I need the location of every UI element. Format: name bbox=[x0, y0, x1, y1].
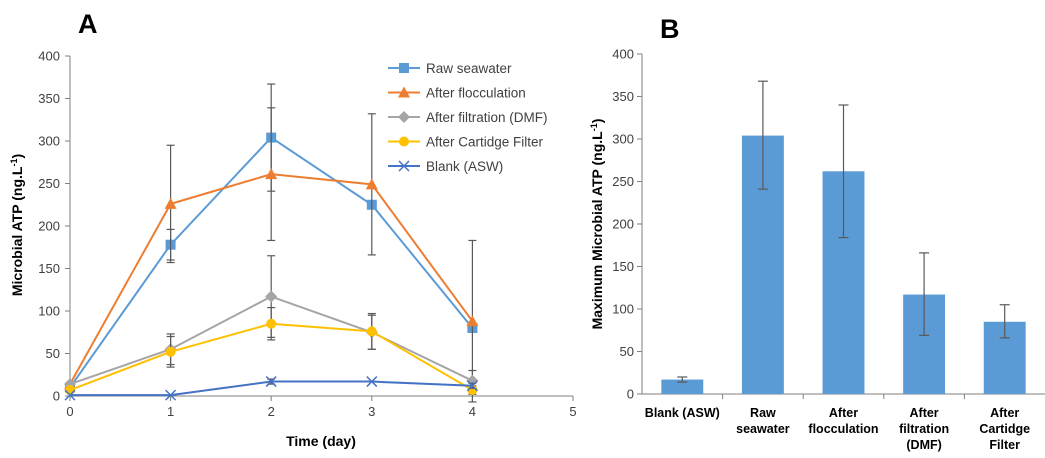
panel-b-category-labels: Blank (ASW) Raw seawater After flocculation A… bbox=[645, 406, 1030, 452]
panel-a-x-tick-label: 5 bbox=[569, 404, 576, 419]
panel-a-y-tick-label: 250 bbox=[38, 176, 60, 191]
panel-a-line-chart: A 0 50 100 150 200 250 300 350 400 0 1 2 3 4 5 Time (… bbox=[9, 9, 577, 449]
legend-label: After flocculation bbox=[426, 86, 526, 101]
data-point-blank-asw bbox=[165, 389, 177, 401]
panel-a-y-tick-label: 50 bbox=[46, 346, 60, 361]
data-point-blank-asw bbox=[265, 376, 277, 388]
panel-b-bar-chart: B 0 50 100 150 200 250 300 350 400 Blank (ASW) Ra… bbox=[589, 14, 1045, 452]
panel-a-y-tick-label: 300 bbox=[38, 134, 60, 149]
panel-a-y-tick-labels: 0 50 100 150 200 250 300 350 400 bbox=[38, 49, 60, 404]
category-label: After filtration (DMF) bbox=[899, 406, 949, 452]
category-label: After flocculation bbox=[808, 406, 878, 436]
legend-swatch-marker bbox=[399, 136, 409, 147]
panel-a-y-tick-label: 350 bbox=[38, 91, 60, 106]
data-point-blank-asw bbox=[466, 380, 478, 392]
legend-label: Raw seawater bbox=[426, 61, 512, 76]
data-point-after-filtration-dmf bbox=[265, 290, 278, 303]
category-label: After Cartidge Filter bbox=[979, 406, 1030, 452]
panel-a-x-tick-label: 2 bbox=[268, 404, 275, 419]
panel-a-x-tick-label: 3 bbox=[368, 404, 375, 419]
panel-a-x-tick-labels: 0 1 2 3 4 5 bbox=[66, 404, 576, 419]
data-point-blank-asw bbox=[64, 389, 76, 401]
panel-b-bars bbox=[661, 80, 1026, 394]
data-point-after-cartidge-filter bbox=[65, 385, 75, 396]
panel-a-y-tick-label: 200 bbox=[38, 219, 60, 234]
data-point-after-flocculation bbox=[164, 197, 177, 209]
panel-b-y-tick-label: 350 bbox=[612, 89, 634, 104]
data-point-after-cartidge-filter bbox=[165, 346, 176, 357]
panel-a-y-axis-title: Microbial ATP (ng.L-1) bbox=[9, 154, 25, 296]
panel-b-y-tick-label: 150 bbox=[612, 259, 634, 274]
bar bbox=[661, 379, 704, 394]
category-label: Blank (ASW) bbox=[645, 406, 720, 420]
category-label: Raw seawater bbox=[736, 406, 790, 436]
legend-entry-blank-asw: Blank (ASW) bbox=[388, 159, 503, 174]
legend-swatch-marker bbox=[398, 86, 410, 98]
panel-a-axes bbox=[65, 55, 574, 401]
panel-a-y-tick-label: 400 bbox=[38, 49, 60, 64]
legend-entry-after-cartidge-filter: After Cartidge Filter bbox=[388, 135, 544, 150]
legend-entry-after-flocculation: After flocculation bbox=[388, 86, 526, 101]
data-point-after-cartidge-filter bbox=[366, 326, 377, 337]
panel-b-y-tick-label: 200 bbox=[612, 217, 634, 232]
data-point-after-cartidge-filter bbox=[266, 318, 277, 329]
panel-a-x-axis-title: Time (day) bbox=[286, 433, 356, 449]
data-point-after-flocculation bbox=[466, 315, 479, 327]
data-point-after-flocculation bbox=[365, 178, 378, 190]
panel-b-y-axis-title: Maximum Microbial ATP (ng.L-1) bbox=[589, 119, 605, 330]
legend-swatch-marker bbox=[399, 63, 409, 73]
panel-b-y-tick-label: 100 bbox=[612, 302, 634, 317]
panel-a-y-tick-label: 100 bbox=[38, 304, 60, 319]
panel-a-x-tick-label: 0 bbox=[66, 404, 73, 419]
panel-a-legend: Raw seawater After flocculation After filt… bbox=[388, 61, 548, 174]
panel-b-y-tick-label: 400 bbox=[612, 47, 634, 62]
legend-entry-raw-seawater: Raw seawater bbox=[388, 61, 512, 76]
panel-a-y-tick-label: 150 bbox=[38, 261, 60, 276]
data-point-after-flocculation bbox=[265, 168, 278, 180]
panel-b-label: B bbox=[660, 14, 680, 44]
panel-b-y-tick-label: 50 bbox=[620, 344, 634, 359]
panel-a-label: A bbox=[78, 9, 98, 39]
legend-label: After filtration (DMF) bbox=[426, 110, 548, 125]
series-blank-asw bbox=[64, 376, 478, 401]
legend-label: Blank (ASW) bbox=[426, 159, 503, 174]
panel-b-y-tick-label: 300 bbox=[612, 132, 634, 147]
panel-b-y-tick-labels: 0 50 100 150 200 250 300 350 400 bbox=[612, 47, 634, 402]
panel-a-x-tick-label: 1 bbox=[167, 404, 174, 419]
data-point-blank-asw bbox=[366, 376, 378, 388]
legend-label: After Cartidge Filter bbox=[426, 135, 544, 150]
legend-swatch-marker bbox=[398, 160, 410, 172]
panel-a-x-tick-label: 4 bbox=[469, 404, 476, 419]
panel-b-y-tick-label: 0 bbox=[627, 387, 634, 402]
panel-b-y-tick-label: 250 bbox=[612, 174, 634, 189]
panel-a-series bbox=[64, 83, 479, 403]
legend-entry-after-filtration-dmf: After filtration (DMF) bbox=[388, 110, 548, 125]
panel-a-y-tick-label: 0 bbox=[53, 389, 60, 404]
legend-swatch-marker bbox=[398, 111, 410, 123]
